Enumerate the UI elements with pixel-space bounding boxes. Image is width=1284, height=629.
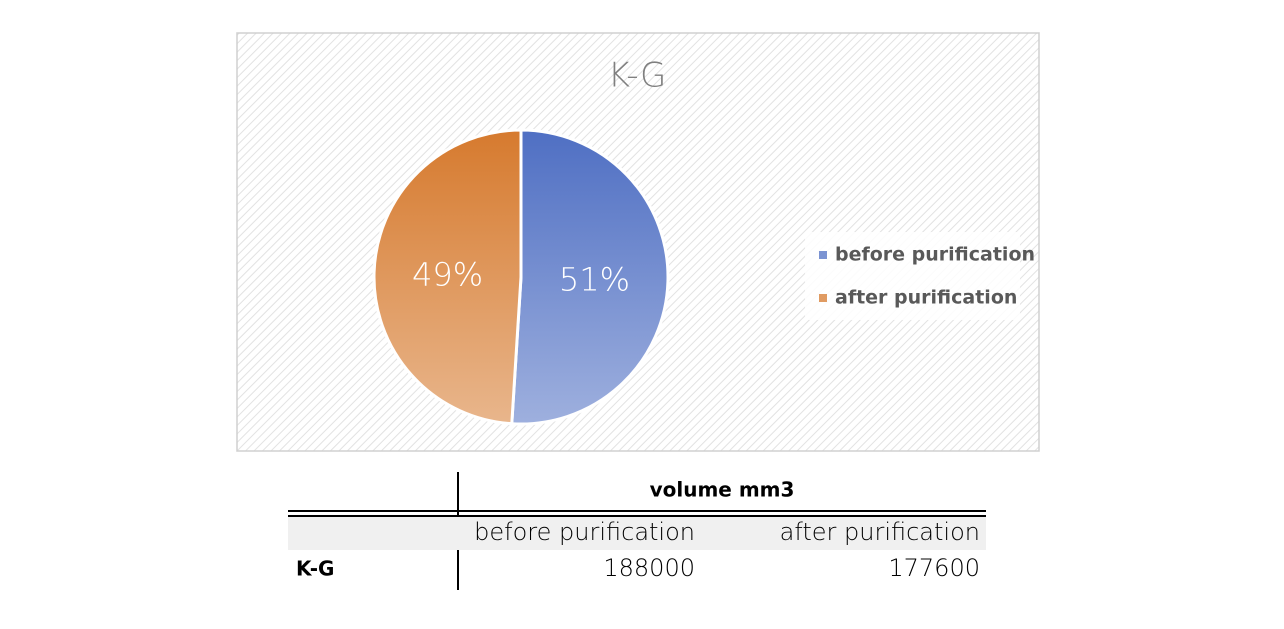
slice-label: 49% <box>412 256 483 294</box>
legend-box <box>805 232 1020 320</box>
header-row <box>288 517 986 550</box>
column-header: before purification <box>474 518 695 546</box>
cell: 177600 <box>888 554 980 582</box>
legend: before purification after purification <box>819 244 1035 309</box>
row-label: K-G <box>296 557 334 581</box>
legend-label: before purification <box>835 244 1035 266</box>
legend-swatch <box>819 251 827 259</box>
cell: 188000 <box>603 554 695 582</box>
table-header: volume mm3 <box>650 478 795 502</box>
pie-slice <box>372 128 523 426</box>
chart-title: K-G <box>608 56 667 96</box>
pie: 51% 49% <box>372 128 670 426</box>
column-header: after purification <box>780 518 980 546</box>
legend-swatch <box>819 294 827 302</box>
pie-slice <box>510 128 670 426</box>
slice-label: 51% <box>559 260 630 298</box>
legend-label: after purification <box>835 287 1017 309</box>
